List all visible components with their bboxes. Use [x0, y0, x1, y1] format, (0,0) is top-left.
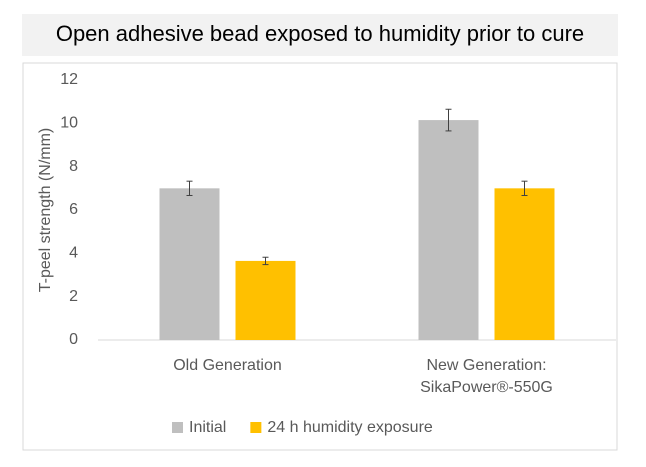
bar	[494, 188, 555, 340]
x-tick-label: Old Generation	[173, 357, 282, 374]
legend-label: Initial	[189, 419, 226, 436]
error-bar	[262, 256, 269, 266]
bar	[418, 120, 479, 340]
y-tick-label: 2	[69, 288, 78, 305]
legend-swatch	[250, 422, 262, 433]
error-bar	[445, 108, 452, 132]
y-tick-label: 6	[69, 201, 78, 218]
y-tick-label: 4	[69, 245, 78, 262]
x-tick-label: New Generation: SikaPower®-550G	[420, 357, 553, 396]
y-tick-label: 0	[69, 331, 78, 348]
error-bar	[521, 180, 528, 196]
y-tick-label: 8	[69, 158, 78, 175]
legend-swatch	[172, 422, 183, 433]
bar	[159, 188, 220, 340]
chart-border	[22, 62, 618, 451]
error-bar	[186, 180, 193, 196]
chart-title: Open adhesive bead exposed to humidity p…	[56, 21, 584, 46]
y-tick-label: 10	[60, 115, 78, 132]
legend-label: 24 h humidity exposure	[267, 419, 433, 436]
title-box	[22, 14, 618, 56]
y-tick-label: 12	[60, 71, 78, 88]
y-axis-label: T-peel strength (N/mm)	[37, 128, 54, 292]
bar	[235, 260, 296, 340]
